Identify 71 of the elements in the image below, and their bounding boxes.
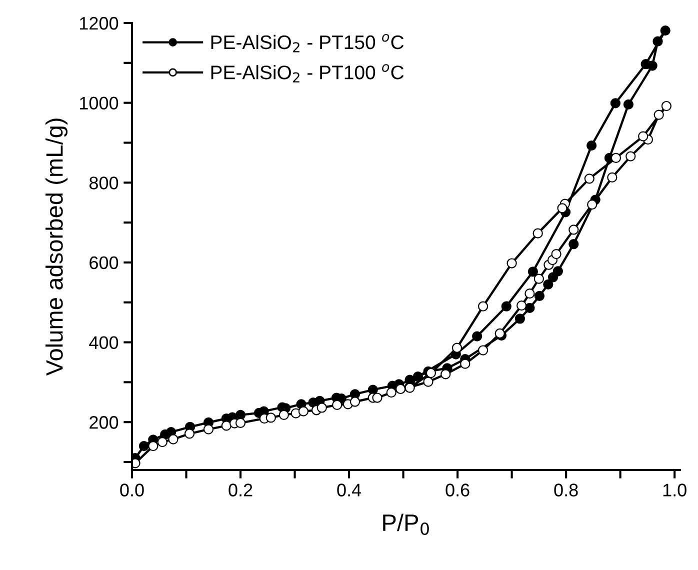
point [184, 428, 195, 439]
point [528, 266, 538, 277]
point [426, 368, 436, 378]
x-tick-label: 1.0 [663, 484, 686, 496]
point [478, 345, 488, 356]
point [460, 358, 470, 369]
point [532, 228, 543, 238]
point [610, 152, 622, 163]
point [423, 376, 434, 387]
point [396, 384, 406, 394]
point [440, 369, 451, 380]
y-tick-label: 1200 [80, 16, 118, 30]
point [472, 331, 482, 342]
point [640, 59, 651, 70]
point [586, 140, 597, 151]
point [534, 290, 545, 302]
point [221, 420, 232, 431]
point [552, 266, 563, 276]
legend-label: PE-AlSiO$_{2}$ - PT150 $^{o}$C [211, 34, 404, 52]
point [350, 396, 360, 407]
y-tick-label: 200 [90, 416, 118, 429]
point [501, 301, 512, 312]
x-tick-label: 0.0 [120, 484, 144, 496]
y-tick-label: 800 [89, 176, 118, 190]
point [661, 100, 672, 112]
point [478, 301, 488, 312]
point [607, 172, 618, 183]
legend-label: PE-AlSiO$_{2}$ - PT100 $^{o}$C [211, 64, 404, 82]
y-axis-title: Volume adsorbed (mL/g) [46, 118, 68, 376]
x-axis-title: P/P$_{0}$ [383, 514, 429, 536]
point [452, 342, 462, 353]
point [148, 440, 158, 452]
point [638, 131, 648, 142]
point [584, 174, 594, 184]
point [266, 412, 276, 423]
point [372, 392, 382, 403]
point [654, 110, 664, 120]
point [587, 200, 598, 210]
point [157, 436, 168, 448]
point [524, 302, 535, 314]
x-tick-label: 0.6 [446, 484, 470, 496]
point [568, 239, 579, 250]
point [298, 406, 309, 416]
point [514, 314, 526, 324]
point [235, 418, 246, 428]
y-tick-label: 600 [90, 256, 118, 270]
y-tick-label: 400 [89, 336, 118, 350]
point [506, 258, 517, 268]
point [516, 300, 527, 311]
point [138, 440, 150, 452]
point [568, 224, 579, 235]
point [203, 424, 214, 434]
point [610, 98, 620, 108]
point [316, 402, 327, 413]
point [626, 151, 636, 162]
point [557, 203, 568, 214]
point [278, 410, 289, 420]
point [551, 249, 562, 260]
point [332, 400, 342, 410]
y-tick-label: 1000 [80, 96, 118, 110]
point [534, 274, 544, 284]
x-tick-label: 0.4 [337, 484, 362, 496]
point [660, 26, 670, 36]
point [543, 279, 554, 290]
x-tick-label: 0.8 [554, 484, 578, 496]
x-tick-label: 0.2 [228, 484, 252, 496]
point [652, 36, 663, 46]
point [386, 388, 396, 398]
point [623, 99, 634, 110]
point [524, 288, 535, 299]
point [168, 434, 178, 444]
